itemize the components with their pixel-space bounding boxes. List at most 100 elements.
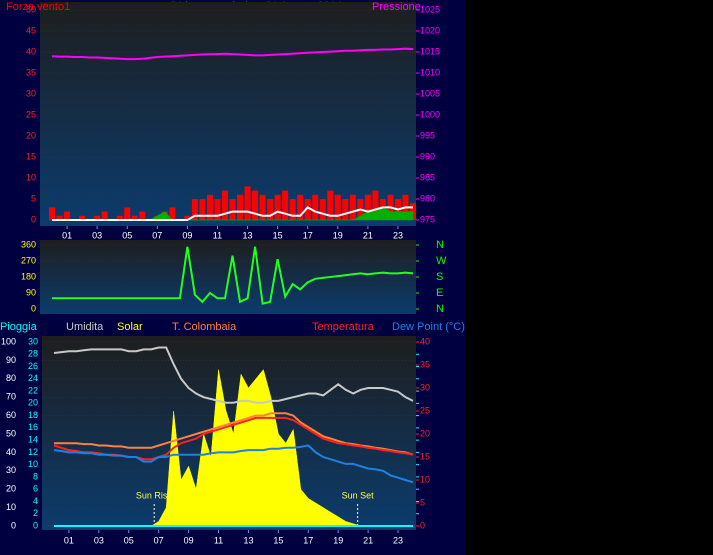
y2-tick-label: N	[436, 303, 444, 315]
y3-tick-label: 22	[28, 385, 38, 395]
y2-tick-label: 5	[420, 497, 425, 507]
y2-tick-label: 35	[420, 359, 430, 369]
bar	[94, 215, 101, 220]
y-tick-label: 45	[26, 25, 36, 35]
bar	[349, 194, 356, 220]
bar	[56, 215, 63, 220]
x-tick-label: 03	[92, 230, 102, 240]
y3-tick-label: 14	[28, 435, 38, 445]
y3-tick-label: 4	[33, 496, 38, 506]
y-tick-label: 5	[31, 193, 36, 203]
legend-label: Solar	[117, 321, 143, 333]
y2-tick-label: 995	[420, 130, 435, 140]
y-tick-label: 90	[26, 287, 36, 297]
y-tick-label: 70	[6, 392, 16, 402]
series-line	[54, 412, 414, 456]
bar	[372, 190, 379, 220]
y-tick-label: 0	[31, 214, 36, 224]
y-tick-label: 180	[21, 271, 36, 281]
y3-tick-label: 10	[28, 459, 38, 469]
bar	[327, 190, 334, 220]
y3-tick-label: 20	[28, 398, 38, 408]
x-tick-label: 17	[303, 535, 313, 545]
series-line	[53, 444, 414, 484]
y-tick-label: 80	[6, 373, 16, 383]
y3-tick-label: 12	[28, 447, 38, 457]
legend-label: Temperatura	[312, 321, 375, 333]
bar	[244, 186, 251, 220]
y2-tick-label: 1010	[420, 67, 440, 77]
annotation-label: Sun Rise	[136, 490, 173, 500]
bar	[184, 215, 191, 220]
legend-label: Dew Point (°C)	[392, 321, 465, 333]
legend-label: Umidita	[66, 321, 104, 333]
y-tick-label: 15	[26, 151, 36, 161]
bar	[334, 194, 341, 220]
bar	[214, 199, 221, 220]
x-tick-label: 19	[333, 535, 343, 545]
y2-tick-label: 975	[420, 214, 435, 224]
x-tick-label: 13	[243, 535, 253, 545]
x-tick-label: 09	[182, 230, 192, 240]
y-tick-label: 10	[6, 502, 16, 512]
y2-tick-label: E	[436, 287, 443, 299]
y-tick-label: 10	[26, 172, 36, 182]
x-tick-label: 21	[363, 230, 373, 240]
bar	[319, 199, 326, 220]
x-tick-label: 07	[154, 535, 164, 545]
y3-tick-label: 24	[28, 373, 38, 383]
bar	[267, 199, 274, 220]
y-tick-label: 30	[26, 88, 36, 98]
y3-tick-label: 30	[28, 336, 38, 346]
bar	[221, 190, 228, 220]
y2-tick-label: 10	[420, 474, 430, 484]
series-line	[52, 246, 414, 305]
bar	[297, 194, 304, 220]
y2-tick-label: 985	[420, 172, 435, 182]
bar	[101, 211, 108, 220]
y-tick-label: 25	[26, 109, 36, 119]
bar	[304, 199, 311, 220]
y-tick-label: 40	[6, 447, 16, 457]
bar	[206, 194, 213, 220]
y2-tick-label: 15	[420, 451, 430, 461]
y3-tick-label: 16	[28, 422, 38, 432]
bar	[131, 215, 138, 220]
legend-label: Forza vento1	[6, 1, 70, 13]
y2-tick-label: 20	[420, 428, 430, 438]
x-tick-label: 05	[124, 535, 134, 545]
x-tick-label: 05	[122, 230, 132, 240]
y3-tick-label: 2	[33, 508, 38, 518]
y2-tick-label: 0	[420, 520, 425, 530]
bar	[229, 199, 236, 220]
y2-tick-label: N	[436, 239, 444, 251]
y2-tick-label: W	[436, 255, 447, 267]
x-tick-label: 13	[243, 230, 253, 240]
y-tick-label: 35	[26, 67, 36, 77]
y-tick-label: 50	[26, 4, 36, 14]
y2-tick-label: 990	[420, 151, 435, 161]
x-tick-label: 15	[273, 535, 283, 545]
bar	[191, 199, 198, 220]
y3-tick-label: 18	[28, 410, 38, 420]
y3-tick-label: 26	[28, 361, 38, 371]
y2-tick-label: 1000	[420, 109, 440, 119]
y2-tick-label: 30	[420, 382, 430, 392]
x-tick-label: 23	[393, 535, 403, 545]
y-tick-label: 60	[6, 410, 16, 420]
bar	[252, 190, 259, 220]
plot-area	[40, 2, 416, 226]
x-tick-label: 15	[273, 230, 283, 240]
x-tick-label: 23	[393, 230, 403, 240]
bar	[199, 199, 206, 220]
bar	[124, 207, 131, 220]
y2-tick-label: 1025	[420, 4, 440, 14]
bar	[79, 215, 86, 220]
bar	[342, 199, 349, 220]
bar	[116, 215, 123, 220]
y-tick-label: 40	[26, 46, 36, 56]
y3-tick-label: 28	[28, 349, 38, 359]
x-tick-label: 11	[214, 535, 223, 545]
x-tick-label: 21	[363, 535, 373, 545]
